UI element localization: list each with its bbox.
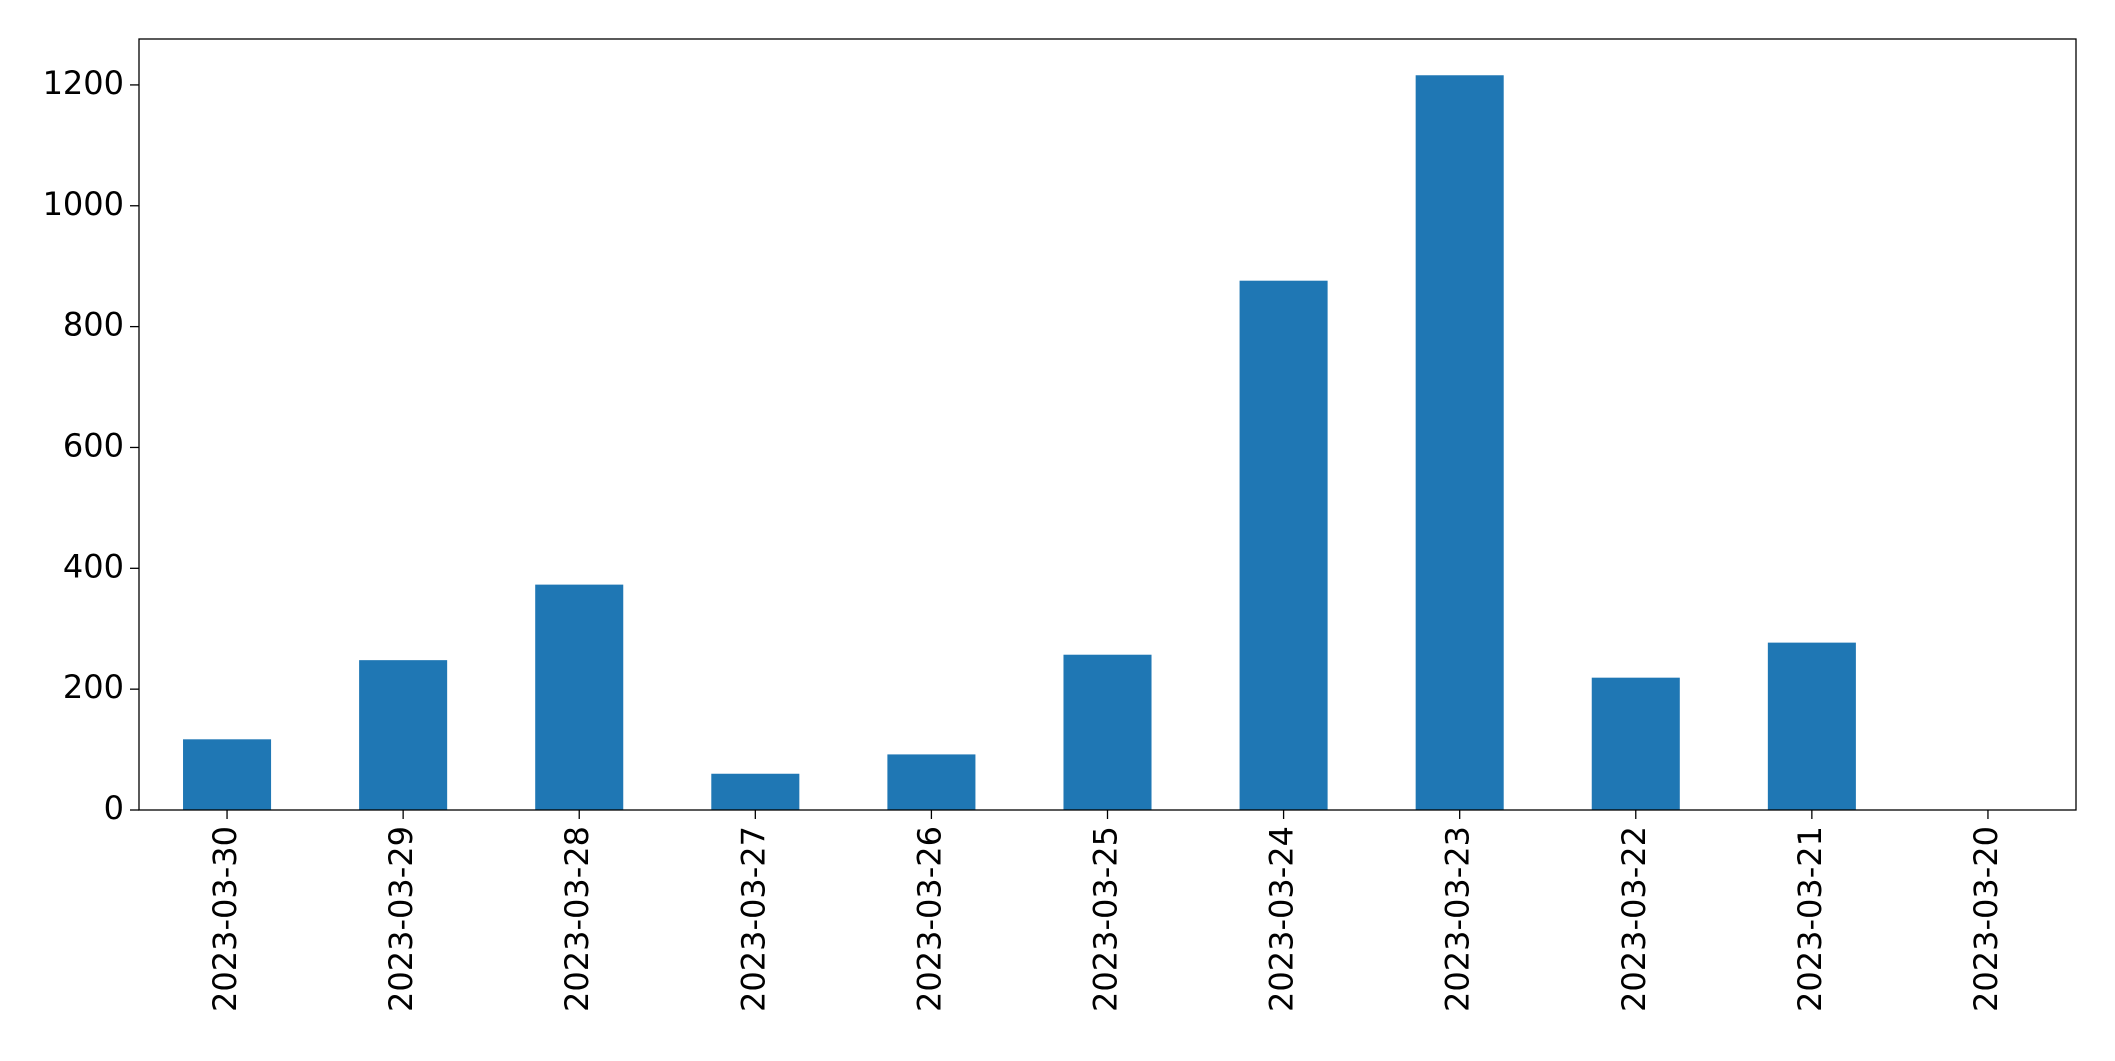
x-tick-label: 2023-03-22 (1615, 826, 1653, 1012)
bar (887, 754, 976, 810)
y-tick-label: 800 (63, 306, 124, 344)
x-tick-label: 2023-03-21 (1791, 826, 1829, 1012)
plot-frame (138, 38, 2077, 811)
y-tick-label: 600 (63, 426, 124, 464)
bar (359, 660, 448, 810)
y-tick-label: 1200 (43, 64, 124, 102)
x-tick-label: 2023-03-23 (1439, 826, 1477, 1012)
y-tick-label: 200 (63, 668, 124, 706)
bar (711, 773, 800, 810)
bar (1767, 642, 1856, 810)
bar (1415, 75, 1504, 811)
x-tick-label: 2023-03-30 (206, 826, 244, 1012)
y-tick-label: 400 (63, 547, 124, 585)
bar (1239, 280, 1328, 811)
bar (535, 584, 624, 810)
x-tick-label: 2023-03-24 (1263, 826, 1301, 1012)
bar (183, 739, 272, 810)
x-tick-label: 2023-03-27 (734, 826, 772, 1012)
x-tick-label: 2023-03-28 (558, 826, 596, 1012)
x-tick-label: 2023-03-26 (910, 826, 948, 1012)
y-tick-label: 0 (104, 789, 124, 827)
bar (1063, 654, 1152, 810)
x-tick-label: 2023-03-25 (1087, 826, 1125, 1012)
x-tick-label: 2023-03-29 (382, 826, 420, 1012)
x-tick-label: 2023-03-20 (1967, 826, 2005, 1012)
y-tick-label: 1000 (43, 185, 124, 223)
bar (1591, 677, 1680, 810)
